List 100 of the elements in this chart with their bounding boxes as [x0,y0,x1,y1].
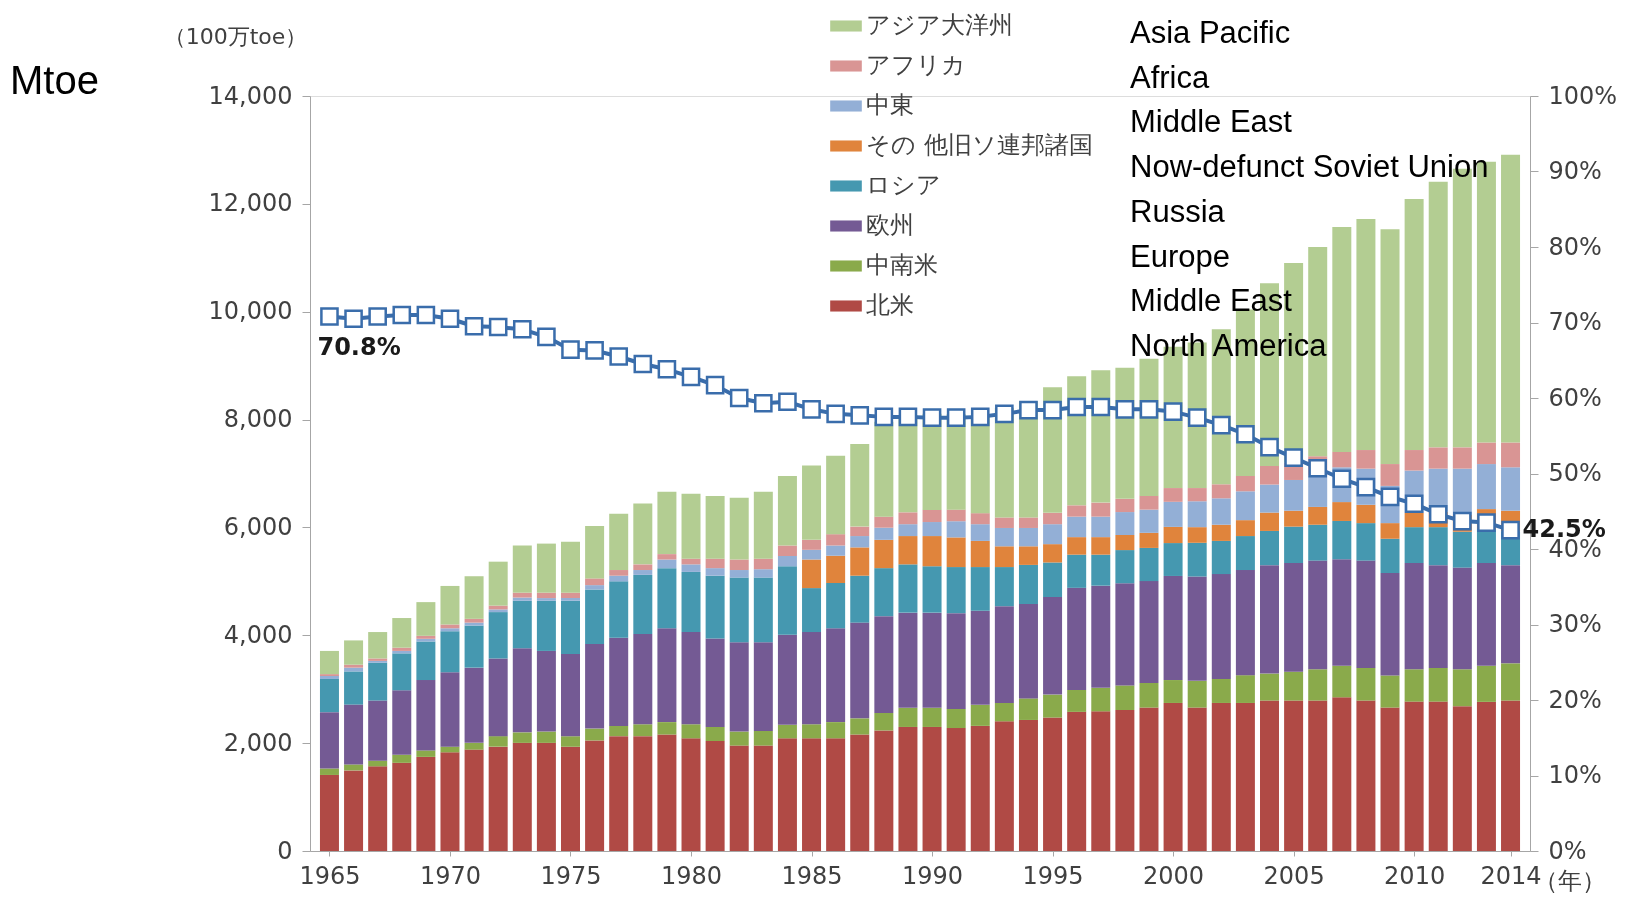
bar [1043,717,1063,851]
y2-tick-label: 20% [1548,685,1602,714]
bar [1139,707,1159,851]
bar [922,707,942,727]
bar [1115,512,1135,535]
bar [1163,680,1183,703]
bar [1139,547,1159,582]
bar [512,732,532,743]
bar [753,558,773,570]
bar [1404,701,1424,851]
bar [344,640,364,665]
y2-tick-label: 90% [1548,157,1602,185]
point [1501,520,1520,540]
bar [1235,491,1255,521]
bar [536,592,556,599]
bar [1260,512,1279,531]
x-tick-label: 1970 [419,861,482,890]
bar [994,721,1014,851]
bar [1380,523,1400,539]
point [633,354,653,374]
bar [970,725,990,851]
bar [1115,709,1135,851]
bar [1332,665,1352,698]
bar [826,455,846,535]
bar [802,549,822,560]
x-tick-label: 1980 [660,861,723,890]
bar [777,724,797,739]
bar [970,524,990,541]
bar [1284,563,1304,672]
bar [344,664,364,668]
bar [561,541,580,593]
point [874,407,894,427]
bar [1018,517,1038,528]
bar [1356,218,1376,451]
bar [1211,540,1231,575]
bar [536,600,556,651]
bar [416,680,436,751]
point [344,309,363,329]
bar [657,722,677,735]
bar [609,570,629,576]
bar [970,610,990,705]
bar [1115,550,1135,584]
y-tick-label: 6,000 [223,512,293,541]
bar [488,746,508,851]
bar [416,641,436,681]
bar [1067,587,1087,691]
bar [777,545,797,557]
bar [585,578,605,586]
bar [994,527,1014,547]
bar [1018,604,1038,699]
x-tick-label: 1990 [902,861,964,890]
bar [1380,707,1400,851]
text: Mtoe [10,58,99,102]
point [1067,397,1086,417]
bar [1163,543,1183,576]
bar [633,574,653,634]
bar [994,517,1014,528]
bar [536,598,556,601]
bar [609,513,629,571]
x-tick-label: 1965 [299,861,361,890]
bar [874,539,894,569]
bar [561,600,580,654]
bar [1067,711,1087,851]
bar [1163,702,1183,851]
bar [1163,575,1183,681]
bar [1187,576,1207,681]
bar [1139,532,1159,548]
point [1284,448,1303,467]
annotation: North America [1130,327,1328,363]
bar [681,493,701,559]
bar [826,582,846,629]
bar [1452,447,1472,469]
bar [1356,667,1376,701]
text: Asia Pacific [1130,15,1291,50]
bar [922,522,942,537]
bar [1501,565,1521,664]
bar [946,521,966,538]
point [754,393,773,413]
bar [922,566,942,613]
point [802,400,821,419]
point [561,340,580,359]
bar [753,577,773,643]
bar [802,738,822,851]
bar [1235,570,1255,676]
bar [657,559,677,569]
bar [609,736,629,851]
bar [1163,501,1183,527]
bar [970,540,990,568]
bar [802,539,822,550]
bar [464,625,484,668]
bar [1139,509,1159,533]
bar [681,571,701,633]
bar [1260,465,1279,485]
bar [657,554,677,560]
bar [826,555,846,583]
bar [874,421,894,517]
bar [416,750,436,757]
bar [464,749,484,851]
bar [1115,685,1135,710]
legend-label: 中東 [866,91,914,119]
